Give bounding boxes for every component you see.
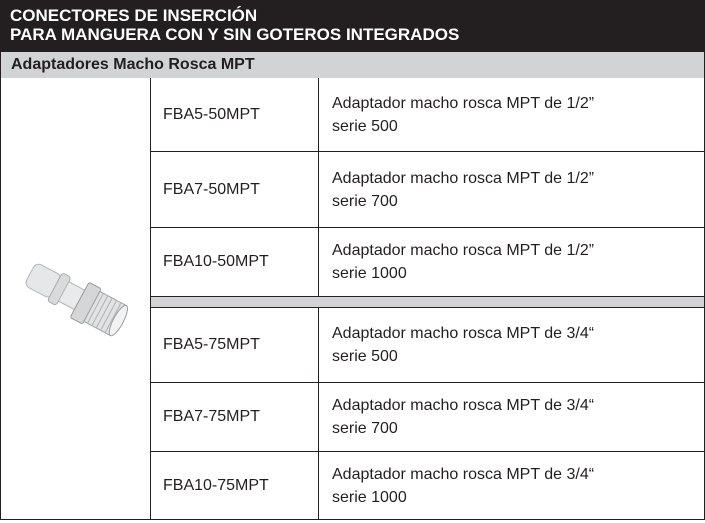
product-image <box>25 263 129 337</box>
description-line: Adaptador macho rosca MPT de 1/2” <box>332 242 595 259</box>
product-code: FBA5-75MPT <box>150 308 319 383</box>
description-line: serie 700 <box>332 420 398 437</box>
title-line: PARA MANGUERA CON Y SIN GOTEROS INTEGRAD… <box>10 25 460 44</box>
product-description: Adaptador macho rosca MPT de 1/2” serie 1… <box>318 228 705 297</box>
product-code: FBA10-50MPT <box>150 228 319 297</box>
product-code: FBA5-50MPT <box>150 78 319 152</box>
description-line: serie 1000 <box>332 265 407 282</box>
product-code: FBA7-50MPT <box>150 152 319 228</box>
title-line: CONECTORES DE INSERCIÓN <box>10 6 258 25</box>
product-description: Adaptador macho rosca MPT de 1/2” serie 5… <box>318 78 705 152</box>
description-line: serie 500 <box>332 117 398 135</box>
product-description: Adaptador macho rosca MPT de 3/4“ serie 1… <box>318 452 705 520</box>
description-line: serie 700 <box>332 192 398 210</box>
description-line: Adaptador macho rosca MPT de 3/4“ <box>332 465 595 483</box>
description-line: serie 1000 <box>332 488 407 506</box>
description-line: Adaptador macho rosca MPT de 3/4“ <box>332 325 595 342</box>
header: CONECTORES DE INSERCIÓN PARA MANGUERA CO… <box>0 0 705 52</box>
description-line: Adaptador macho rosca MPT de 1/2” <box>332 169 595 187</box>
product-description: Adaptador macho rosca MPT de 3/4“ serie 7… <box>318 383 705 452</box>
subtitle: Adaptadores Macho Rosca MPT <box>0 52 705 78</box>
description-line: Adaptador macho rosca MPT de 1/2” <box>332 94 595 112</box>
product-description: Adaptador macho rosca MPT de 3/4“ serie 5… <box>318 308 705 383</box>
product-code: FBA10-75MPT <box>150 452 319 520</box>
description-line: Adaptador macho rosca MPT de 3/4“ <box>332 397 595 414</box>
product-description: Adaptador macho rosca MPT de 1/2” serie 7… <box>318 152 705 228</box>
product-image-cell <box>0 78 151 520</box>
description-line: serie 500 <box>332 348 398 365</box>
group-separator <box>150 297 705 308</box>
product-code: FBA7-75MPT <box>150 383 319 452</box>
